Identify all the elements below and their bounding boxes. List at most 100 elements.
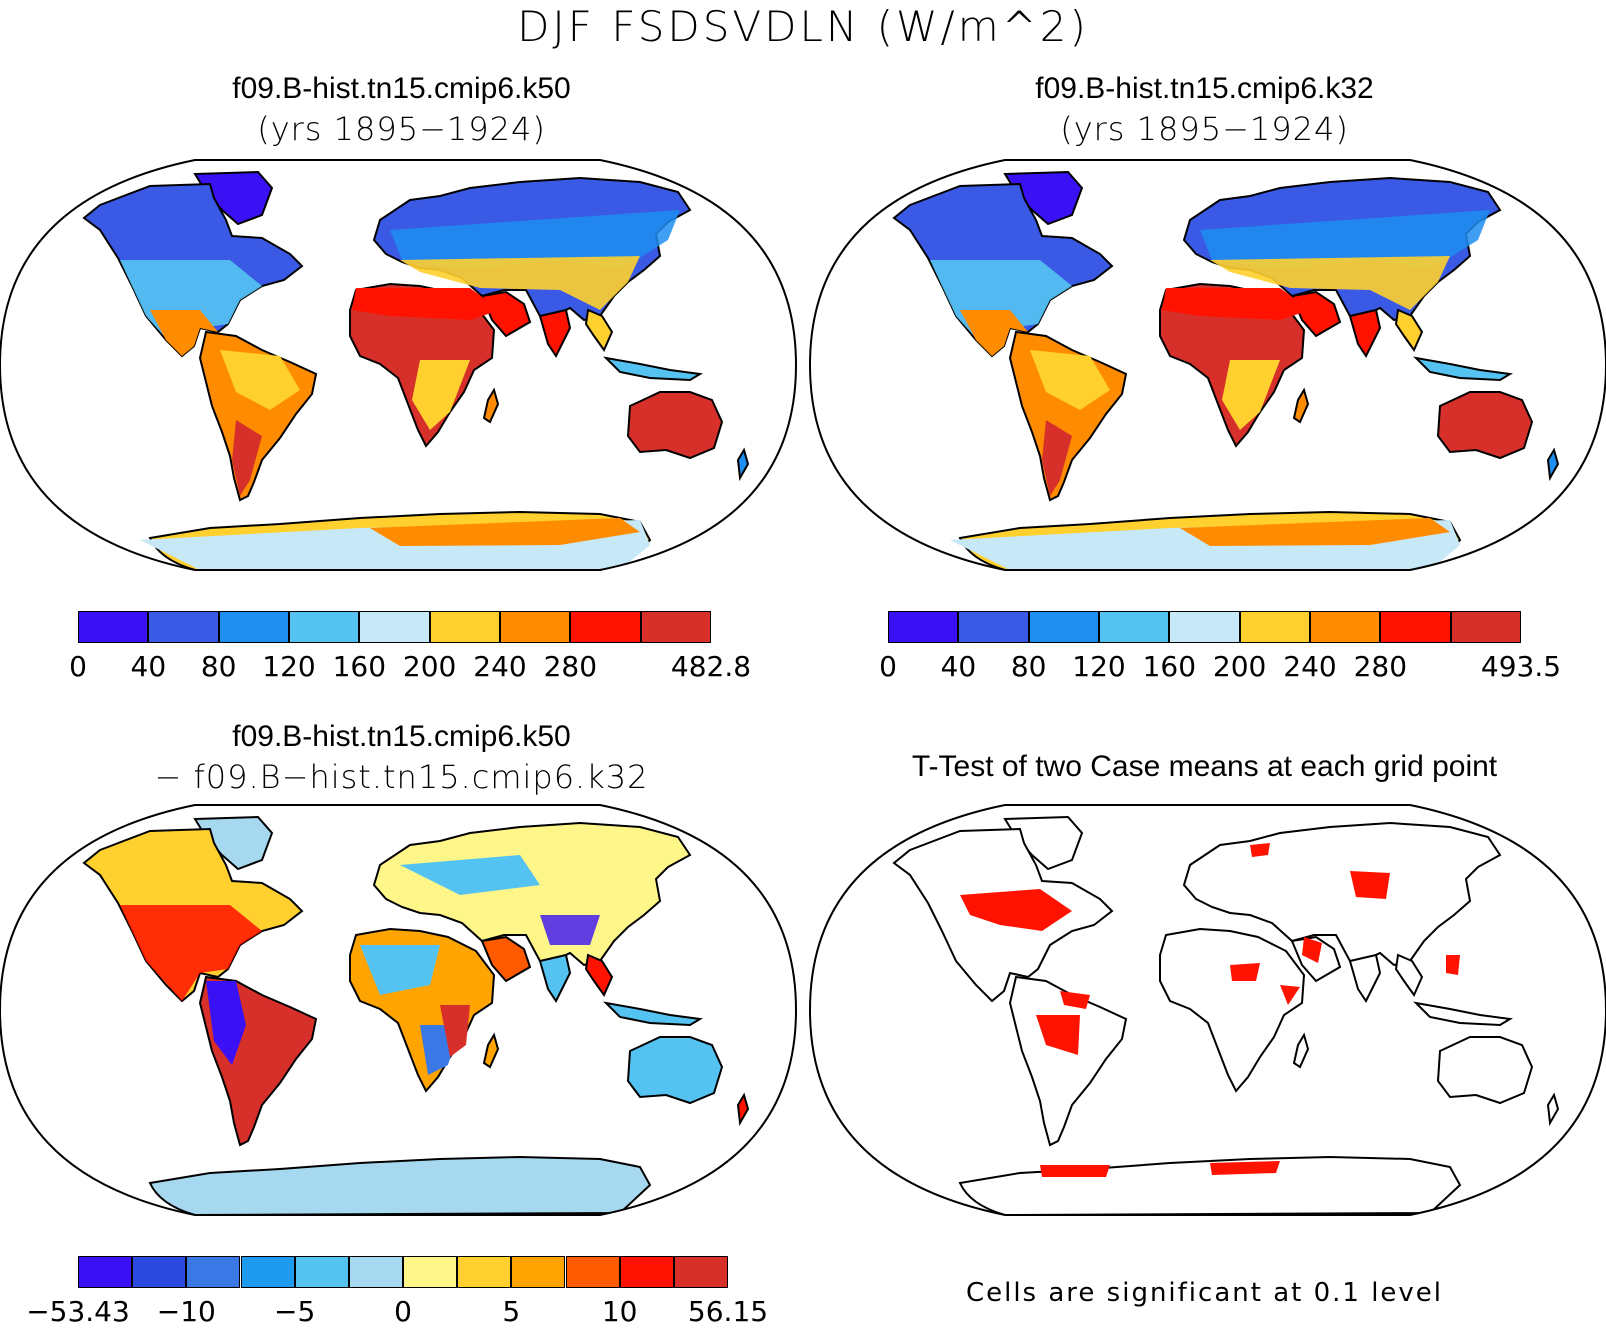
colorbar-tick-label: 280 bbox=[543, 650, 598, 683]
land-newZealand bbox=[736, 447, 750, 482]
band-sahara bbox=[352, 288, 500, 320]
colorbar-tick-label: 120 bbox=[262, 650, 316, 683]
figure-title: DJF FSDSVDLN (W/m^2) bbox=[517, 2, 1089, 51]
ttest-footnote: Cells are significant at 0.1 level bbox=[965, 1278, 1444, 1308]
band-na-mid bbox=[930, 260, 1072, 356]
colorbar-tick-label: 0 bbox=[69, 650, 87, 683]
colorbar-swatch bbox=[1099, 611, 1170, 643]
colorbar-swatch bbox=[1310, 611, 1381, 643]
colorbar-tick-label: 160 bbox=[1142, 650, 1197, 683]
colorbar-swatch bbox=[78, 611, 149, 643]
map-land-layer bbox=[892, 170, 1560, 570]
land-madagascar bbox=[1292, 1032, 1310, 1069]
land-india bbox=[1348, 953, 1382, 1003]
colorbar-tick-label: 240 bbox=[473, 650, 527, 683]
colorbar-k32 bbox=[888, 611, 1521, 645]
land-antarctica bbox=[958, 1155, 1462, 1215]
colorbar-tick-label: 80 bbox=[200, 650, 237, 683]
colorbar-swatch bbox=[640, 611, 711, 643]
map-panel-diff bbox=[0, 804, 798, 1216]
diff-europe bbox=[400, 855, 540, 895]
land-seAsia bbox=[584, 953, 614, 998]
land-india bbox=[538, 308, 572, 358]
colorbar-swatch bbox=[289, 611, 360, 643]
land-indonesia bbox=[1413, 356, 1513, 382]
colorbar-labels-k50: 0 40 80 120 160 200 240 280 482.8 bbox=[69, 650, 751, 684]
colorbar-tick-label: 280 bbox=[1353, 650, 1408, 683]
sig-philippines bbox=[1446, 955, 1460, 975]
colorbar-labels-k32: 0 40 80 120 160 200 240 280 493.5 bbox=[879, 650, 1561, 684]
diff-sahel bbox=[360, 945, 440, 995]
map-land-layer bbox=[892, 815, 1560, 1215]
land-australia bbox=[626, 1036, 724, 1105]
colorbar-swatch bbox=[78, 1256, 133, 1288]
map-land-layer bbox=[82, 815, 750, 1215]
colorbar-tick-label: 200 bbox=[1212, 650, 1267, 683]
colorbar-swatch bbox=[132, 1256, 187, 1288]
band-antarctica-east bbox=[1180, 518, 1450, 546]
panel-title-k32: f09.B-hist.tn15.cmip6.k32 bbox=[1035, 72, 1374, 105]
sig-central-africa bbox=[1230, 963, 1260, 981]
land-indonesia bbox=[603, 1001, 703, 1027]
colorbar-swatch bbox=[511, 1256, 566, 1288]
colorbar-diff bbox=[78, 1256, 728, 1290]
band-africa-south bbox=[412, 360, 470, 430]
band-eu-mid bbox=[1200, 210, 1490, 270]
sig-antarctica-west bbox=[1040, 1165, 1110, 1177]
diff-andes bbox=[206, 981, 246, 1065]
colorbar-swatch bbox=[218, 611, 289, 643]
land-arabia bbox=[480, 290, 532, 338]
colorbar-tick-label: 0 bbox=[394, 1295, 412, 1328]
colorbar-tick-label: 56.15 bbox=[687, 1295, 769, 1328]
colorbar-swatch bbox=[619, 1256, 674, 1288]
land-indonesia bbox=[603, 356, 703, 382]
band-sa-north bbox=[220, 350, 300, 410]
sig-europe bbox=[1250, 843, 1270, 857]
colorbar-swatch bbox=[429, 611, 500, 643]
colorbar-swatch bbox=[1380, 611, 1451, 643]
map-boundary bbox=[0, 804, 798, 1216]
band-sahara bbox=[1162, 288, 1310, 320]
colorbar-tick-label: 160 bbox=[332, 650, 387, 683]
colorbar-swatch bbox=[500, 611, 571, 643]
colorbar-tick-label: 0 bbox=[879, 650, 897, 683]
colorbar-tick-label: 40 bbox=[130, 650, 167, 683]
band-sa-south bbox=[1042, 420, 1072, 496]
band-sa-north bbox=[1030, 350, 1110, 410]
land-seAsia bbox=[584, 308, 614, 353]
colorbar-tick-label: 200 bbox=[402, 650, 457, 683]
colorbar-tick-label: 120 bbox=[1072, 650, 1126, 683]
band-africa-south bbox=[1222, 360, 1280, 430]
land-india bbox=[1348, 308, 1382, 358]
colorbar-tick-label: 5 bbox=[502, 1295, 521, 1328]
band-sa-south bbox=[232, 420, 262, 496]
land-madagascar bbox=[1292, 387, 1310, 424]
colorbar-swatch bbox=[673, 1256, 728, 1288]
land-australia bbox=[1436, 1036, 1534, 1105]
band-na-south bbox=[960, 310, 1028, 356]
map-panel-ttest bbox=[808, 804, 1606, 1216]
panel-title-k50: f09.B-hist.tn15.cmip6.k50 bbox=[232, 72, 571, 105]
sig-amazon bbox=[1060, 991, 1090, 1009]
colorbar-swatch bbox=[359, 611, 430, 643]
land-australia bbox=[1436, 391, 1534, 460]
colorbar-swatch bbox=[958, 611, 1029, 643]
colorbar-swatch bbox=[570, 611, 641, 643]
sig-south-america bbox=[1036, 1015, 1080, 1055]
colorbar-swatch bbox=[1028, 611, 1099, 643]
land-arabia bbox=[1290, 290, 1342, 338]
colorbar-swatch bbox=[148, 611, 219, 643]
band-eu-mid bbox=[390, 210, 680, 270]
panel-subtitle-diff: − f09.B−hist.tn15.cmip6.k32 bbox=[154, 758, 649, 796]
map-boundary bbox=[0, 159, 798, 571]
panel-subtitle-k50: (yrs 1895−1924) bbox=[257, 110, 546, 148]
colorbar-k50 bbox=[78, 611, 711, 645]
land-indonesia bbox=[1413, 1001, 1513, 1027]
colorbar-tick-label: −10 bbox=[156, 1295, 216, 1328]
colorbar-swatch bbox=[888, 611, 959, 643]
panel-title-ttest: T-Test of two Case means at each grid po… bbox=[911, 750, 1498, 783]
diff-east-africa bbox=[440, 1005, 470, 1057]
colorbar-tick-label: 10 bbox=[601, 1295, 638, 1328]
band-eu-south bbox=[400, 256, 640, 310]
sig-north-america bbox=[960, 889, 1072, 931]
